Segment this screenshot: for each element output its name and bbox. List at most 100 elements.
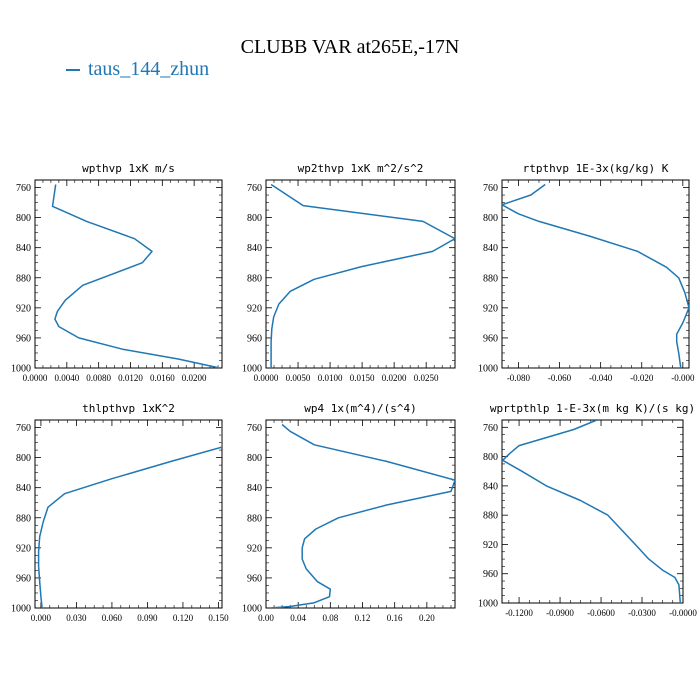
y-tick-label: 800 xyxy=(483,213,498,224)
panel-3: rtpthvp 1E-3x(kg/kg) K 760 800 840 880 920 960… xyxy=(478,162,695,383)
x-tick-label: -0.080 xyxy=(507,373,531,383)
series-line xyxy=(502,183,689,368)
x-tick-label: -0.0900 xyxy=(546,608,574,618)
x-tick-label: 0.0160 xyxy=(150,373,175,383)
y-tick-label: 920 xyxy=(247,303,262,314)
panel-title: wprtpthlp 1-E-3x(m kg K)/(s kg) xyxy=(490,402,695,415)
series-line xyxy=(270,183,455,368)
x-tick-label: 0.16 xyxy=(387,613,403,623)
series-line xyxy=(269,423,455,608)
y-tick-label: 920 xyxy=(483,540,498,551)
x-tick-label: 0.060 xyxy=(102,613,123,623)
panel-2: wp2thvp 1xK m^2/s^2 760 800 840 880 920 960 100… xyxy=(242,162,456,383)
plot-frame xyxy=(34,179,223,369)
legend: taus_144_zhun xyxy=(66,58,209,81)
y-tick-label: 760 xyxy=(247,183,262,194)
x-tick-label: 0.000 xyxy=(31,613,52,623)
legend-label: taus_144_zhun xyxy=(88,58,210,80)
y-tick-label: 760 xyxy=(16,183,31,194)
y-tick-label: 960 xyxy=(247,333,262,344)
y-tick-label: 960 xyxy=(247,573,262,584)
x-tick-label: 0.120 xyxy=(173,613,194,623)
y-tick-label: 840 xyxy=(483,481,498,492)
y-tick-label: 880 xyxy=(247,273,262,284)
y-tick-label: 1000 xyxy=(242,604,262,615)
y-tick-label: 760 xyxy=(483,183,498,194)
x-tick-label: -0.060 xyxy=(548,373,572,383)
y-tick-label: 920 xyxy=(483,303,498,314)
plot-frame xyxy=(501,419,684,604)
panel-title: wp4 1x(m^4)/(s^4) xyxy=(304,402,417,415)
x-tick-label: 0.0150 xyxy=(350,373,375,383)
x-tick-label: 0.0200 xyxy=(382,373,407,383)
x-tick-label: 0.00 xyxy=(258,613,274,623)
x-tick-label: -0.0000 xyxy=(669,608,697,618)
x-tick-label: 0.090 xyxy=(137,613,158,623)
panel-title: rtpthvp 1E-3x(kg/kg) K xyxy=(523,162,669,175)
x-tick-label: 0.150 xyxy=(208,613,229,623)
y-tick-label: 800 xyxy=(16,453,31,464)
y-tick-label: 1000 xyxy=(11,364,31,375)
x-tick-label: -0.040 xyxy=(589,373,613,383)
x-tick-label: 0.20 xyxy=(419,613,435,623)
y-tick-label: 800 xyxy=(483,452,498,463)
legend-swatch xyxy=(66,68,80,71)
y-tick-label: 880 xyxy=(483,273,498,284)
panel-4: thlpthvp 1xK^2 760 800 840 880 920 960 10000.00… xyxy=(11,402,229,623)
x-tick-label: 0.0100 xyxy=(318,373,343,383)
y-tick-label: 760 xyxy=(16,423,31,434)
y-tick-label: 920 xyxy=(16,303,31,314)
y-tick-label: 1000 xyxy=(478,599,498,610)
x-tick-label: 0.030 xyxy=(66,613,87,623)
y-tick-label: 960 xyxy=(483,333,498,344)
y-tick-label: 920 xyxy=(16,543,31,554)
y-tick-label: 800 xyxy=(247,213,262,224)
y-tick-label: 880 xyxy=(483,511,498,522)
series-line xyxy=(51,184,220,368)
x-tick-label: 0.08 xyxy=(322,613,338,623)
x-tick-label: 0.0120 xyxy=(118,373,143,383)
x-tick-label: 0.12 xyxy=(355,613,371,623)
x-tick-label: -0.020 xyxy=(630,373,654,383)
x-tick-label: -0.0300 xyxy=(628,608,656,618)
x-tick-label: 0.0050 xyxy=(286,373,311,383)
x-tick-label: -0.000 xyxy=(671,373,695,383)
chart-title: CLUBB VAR at265E,-17N xyxy=(240,36,460,58)
plot-frame xyxy=(501,179,690,369)
y-tick-label: 880 xyxy=(16,513,31,524)
y-tick-label: 960 xyxy=(483,569,498,580)
panel-title: wpthvp 1xK m/s xyxy=(82,162,175,175)
y-tick-label: 800 xyxy=(16,213,31,224)
panel-5: wp4 1x(m^4)/(s^4)76080084088092096010000… xyxy=(242,402,456,623)
y-tick-label: 960 xyxy=(16,333,31,344)
x-tick-label: 0.0040 xyxy=(54,373,79,383)
y-tick-label: 760 xyxy=(247,423,262,434)
y-tick-label: 880 xyxy=(16,273,31,284)
series-line xyxy=(502,420,682,603)
y-tick-label: 1000 xyxy=(478,364,498,375)
plot-frame xyxy=(34,419,223,609)
panel-title: wp2thvp 1xK m^2/s^2 xyxy=(298,162,424,175)
plot-frame xyxy=(265,179,456,369)
series-line xyxy=(37,424,222,608)
y-tick-label: 840 xyxy=(16,243,31,254)
y-tick-label: 960 xyxy=(16,573,31,584)
x-tick-label: 0.04 xyxy=(290,613,306,623)
x-tick-label: 0.0000 xyxy=(254,373,279,383)
x-tick-label: 0.0250 xyxy=(414,373,439,383)
panel-title: thlpthvp 1xK^2 xyxy=(82,402,175,415)
x-tick-label: -0.0600 xyxy=(587,608,615,618)
x-tick-label: 0.0200 xyxy=(182,373,207,383)
y-tick-label: 1000 xyxy=(242,364,262,375)
y-tick-label: 840 xyxy=(247,243,262,254)
y-tick-label: 760 xyxy=(483,423,498,434)
x-tick-label: 0.0080 xyxy=(86,373,111,383)
y-tick-label: 840 xyxy=(16,483,31,494)
plot-frame xyxy=(265,419,456,609)
x-tick-label: -0.1200 xyxy=(505,608,533,618)
x-tick-label: 0.0000 xyxy=(23,373,48,383)
panel-6: wprtpthlp 1-E-3x(m kg K)/(s kg) 760 800 840… xyxy=(478,402,697,618)
y-tick-label: 840 xyxy=(483,243,498,254)
y-tick-label: 840 xyxy=(247,483,262,494)
